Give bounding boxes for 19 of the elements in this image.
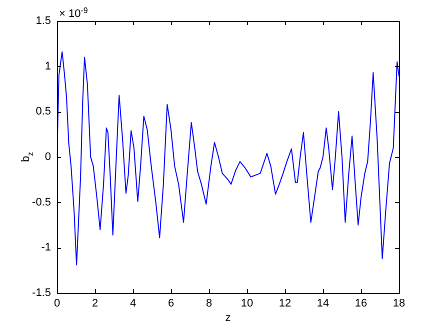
x-tick-label: 6 (168, 298, 174, 310)
x-tick-label: 8 (206, 298, 212, 310)
y-tick-label: -1 (41, 242, 51, 254)
y-tick-label: 1.5 (36, 15, 51, 28)
y-tick-label: 1 (44, 60, 51, 72)
x-tick-label: 2 (92, 298, 98, 310)
y-tick-label: -1.5 (32, 287, 51, 300)
x-axis-title: z (225, 312, 231, 324)
y-axis-title: bz (20, 152, 35, 162)
y-tick-label: 0 (44, 151, 51, 164)
x-tick-label: 18 (392, 298, 406, 310)
x-tick-label: 14 (316, 298, 330, 310)
x-tick-label: 16 (354, 298, 368, 310)
y-tick-label: -0.5 (32, 196, 51, 208)
x-tick-label: 0 (54, 298, 60, 310)
y-tick-label: 0.5 (36, 106, 51, 118)
x-tick-label: 12 (278, 298, 292, 310)
x-tick-label: 10 (240, 298, 254, 310)
x-tick-label: 4 (130, 298, 136, 310)
